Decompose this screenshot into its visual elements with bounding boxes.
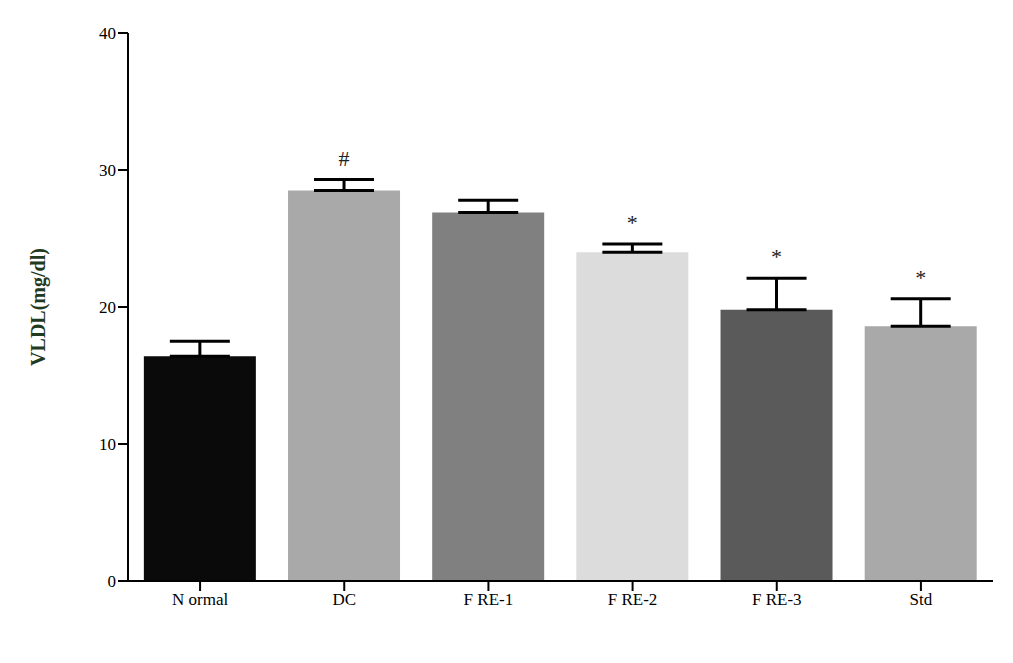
svg-text:F RE-1: F RE-1: [464, 590, 514, 609]
svg-text:*: *: [627, 210, 638, 235]
svg-text:Std: Std: [910, 590, 933, 609]
svg-text:F RE-2: F RE-2: [608, 590, 658, 609]
svg-text:40: 40: [99, 24, 116, 43]
svg-text:#: #: [339, 146, 350, 171]
svg-text:*: *: [915, 265, 926, 290]
svg-text:20: 20: [99, 298, 116, 317]
svg-text:VLDL(mg/dl): VLDL(mg/dl): [27, 248, 50, 366]
svg-text:10: 10: [99, 435, 116, 454]
svg-text:F RE-3: F RE-3: [752, 590, 802, 609]
svg-text:0: 0: [108, 572, 117, 591]
svg-text:N ormal: N ormal: [172, 590, 228, 609]
svg-text:DC: DC: [332, 590, 356, 609]
svg-text:30: 30: [99, 161, 116, 180]
svg-text:*: *: [771, 244, 782, 269]
